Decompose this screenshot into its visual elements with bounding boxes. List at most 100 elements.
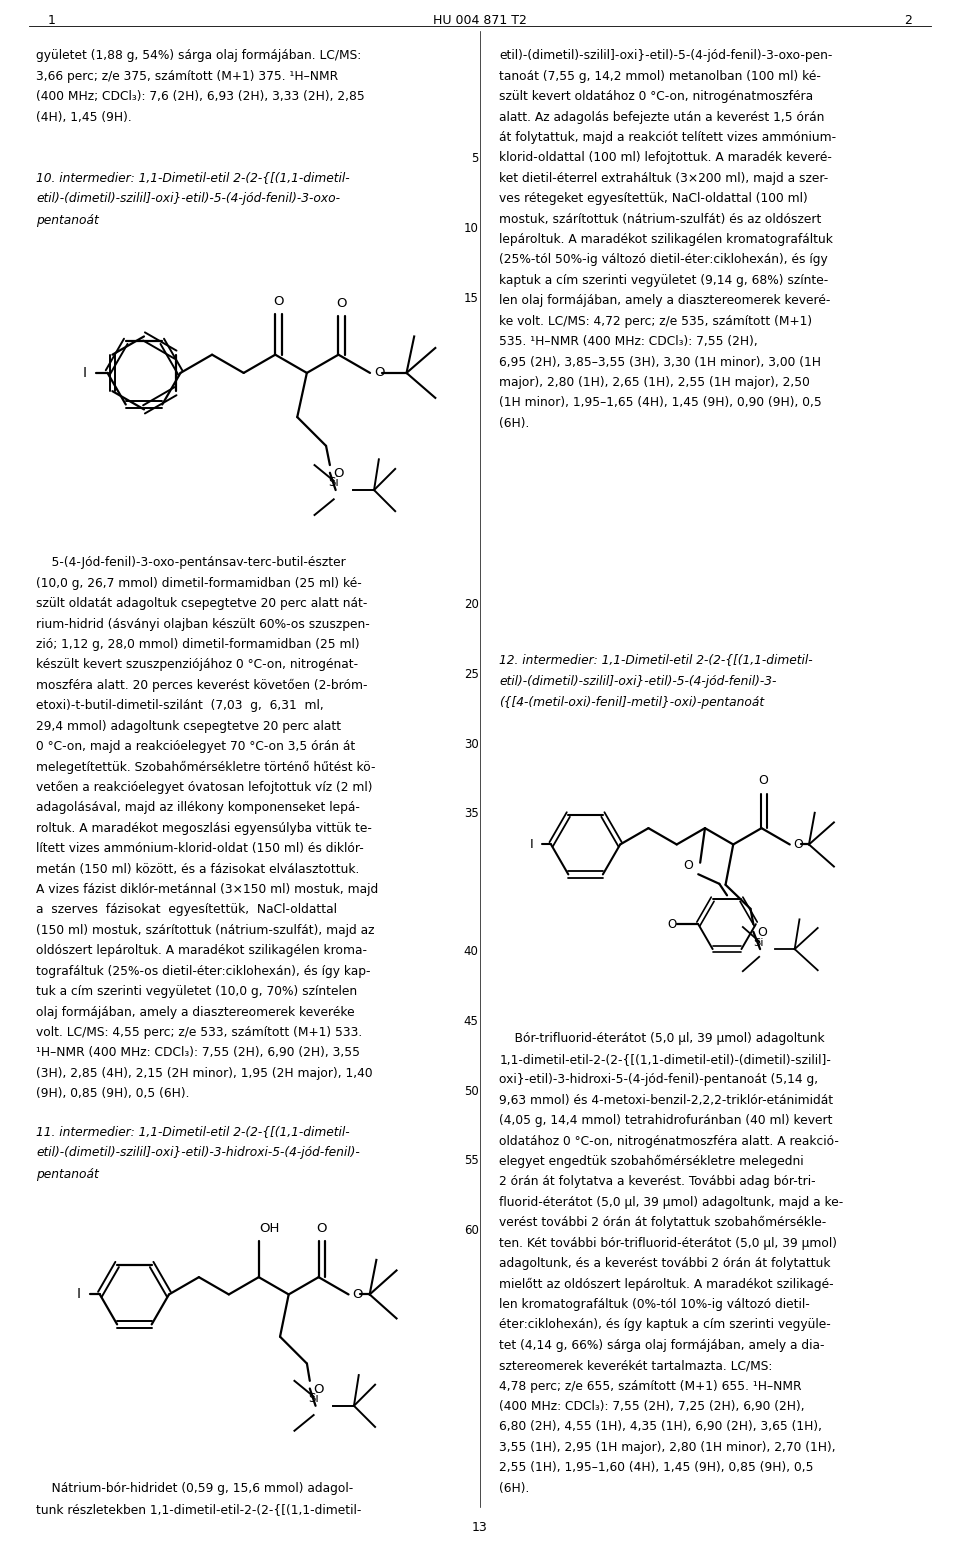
Text: 30: 30 — [464, 738, 478, 750]
Text: 10. intermedier: 1,1-Dimetil-etil 2-(2-{[(1,1-dimetil-: 10. intermedier: 1,1-Dimetil-etil 2-(2-{… — [36, 171, 350, 183]
Text: a  szerves  fázisokat  egyesítettük,  NaCl-oldattal: a szerves fázisokat egyesítettük, NaCl-o… — [36, 903, 338, 917]
Text: moszféra alatt. 20 perces keverést követően (2-bróm-: moszféra alatt. 20 perces keverést követ… — [36, 680, 368, 692]
Text: 10: 10 — [464, 222, 478, 234]
Text: O: O — [667, 917, 676, 931]
Text: (150 ml) mostuk, szárítottuk (nátrium-szulfát), majd az: (150 ml) mostuk, szárítottuk (nátrium-sz… — [36, 923, 375, 937]
Text: vetően a reakcióelegyet óvatosan lefojtottuk víz (2 ml): vetően a reakcióelegyet óvatosan lefojto… — [36, 781, 373, 794]
Text: adagoltunk, és a keverést további 2 órán át folytattuk: adagoltunk, és a keverést további 2 órán… — [499, 1257, 830, 1270]
Text: klorid-oldattal (100 ml) lefojtottuk. A maradék keveré-: klorid-oldattal (100 ml) lefojtottuk. A … — [499, 151, 832, 165]
Text: O: O — [757, 926, 767, 938]
Text: 25: 25 — [464, 667, 478, 681]
Text: 9,63 mmol) és 4-metoxi-benzil-2,2,2-triklór-etánimidát: 9,63 mmol) és 4-metoxi-benzil-2,2,2-trik… — [499, 1094, 833, 1106]
Text: ten. Két további bór-trifluorid-éterátot (5,0 μl, 39 μmol): ten. Két további bór-trifluorid-éterátot… — [499, 1236, 837, 1250]
Text: I: I — [530, 838, 534, 851]
Text: 5: 5 — [471, 153, 478, 165]
Text: O: O — [336, 297, 347, 310]
Text: len kromatografáltuk (0%-tól 10%-ig változó dietil-: len kromatografáltuk (0%-tól 10%-ig vált… — [499, 1298, 810, 1311]
Text: (400 MHz; CDCl₃): 7,6 (2H), 6,93 (2H), 3,33 (2H), 2,85: (400 MHz; CDCl₃): 7,6 (2H), 6,93 (2H), 3… — [36, 91, 365, 103]
Text: mielőtt az oldószert lepároltuk. A maradékot szilikagé-: mielőtt az oldószert lepároltuk. A marad… — [499, 1277, 834, 1291]
Text: 5-(4-Jód-fenil)-3-oxo-pentánsav-terc-butil-észter: 5-(4-Jód-fenil)-3-oxo-pentánsav-terc-but… — [36, 556, 347, 569]
Text: len olaj formájában, amely a diasztereomerek keveré-: len olaj formájában, amely a diasztereom… — [499, 294, 830, 307]
Text: Si: Si — [328, 476, 339, 488]
Text: ¹H–NMR (400 MHz: CDCl₃): 7,55 (2H), 6,90 (2H), 3,55: ¹H–NMR (400 MHz: CDCl₃): 7,55 (2H), 6,90… — [36, 1046, 361, 1059]
Text: ke volt. LC/MS: 4,72 perc; z/e 535, számított (M+1): ke volt. LC/MS: 4,72 perc; z/e 535, szám… — [499, 314, 812, 328]
Text: 12. intermedier: 1,1-Dimetil-etil 2-(2-{[(1,1-dimetil-: 12. intermedier: 1,1-Dimetil-etil 2-(2-{… — [499, 653, 813, 666]
Text: tanoát (7,55 g, 14,2 mmol) metanolban (100 ml) ké-: tanoát (7,55 g, 14,2 mmol) metanolban (1… — [499, 69, 821, 83]
Text: 3,55 (1H), 2,95 (1H major), 2,80 (1H minor), 2,70 (1H),: 3,55 (1H), 2,95 (1H major), 2,80 (1H min… — [499, 1441, 836, 1453]
Text: verést további 2 órán át folytattuk szobahőmérsékle-: verést további 2 órán át folytattuk szob… — [499, 1216, 827, 1230]
Text: I: I — [83, 365, 86, 381]
Text: ({[4-(metil-oxi)-fenil]-metil}-oxi)-pentanoát: ({[4-(metil-oxi)-fenil]-metil}-oxi)-pent… — [499, 697, 764, 709]
Text: I: I — [77, 1287, 81, 1302]
Text: melegetítettük. Szobahőmérsékletre történő hűtést kö-: melegetítettük. Szobahőmérsékletre törté… — [36, 761, 376, 774]
Text: O: O — [316, 1222, 326, 1234]
Text: 0 °C-on, majd a reakcióelegyet 70 °C-on 3,5 órán át: 0 °C-on, majd a reakcióelegyet 70 °C-on … — [36, 740, 356, 754]
Text: 35: 35 — [464, 807, 478, 820]
Text: készült kevert szuszpenziójához 0 °C-on, nitrogénat-: készült kevert szuszpenziójához 0 °C-on,… — [36, 658, 359, 672]
Text: Si: Si — [308, 1392, 319, 1404]
Text: ves rétegeket egyesítettük, NaCl-oldattal (100 ml): ves rétegeket egyesítettük, NaCl-oldatta… — [499, 193, 808, 205]
Text: (10,0 g, 26,7 mmol) dimetil-formamidban (25 ml) ké-: (10,0 g, 26,7 mmol) dimetil-formamidban … — [36, 576, 362, 590]
Text: 1: 1 — [48, 14, 56, 26]
Text: olaj formájában, amely a diasztereomerek keveréke: olaj formájában, amely a diasztereomerek… — [36, 1005, 355, 1019]
Text: szült oldatát adagoltuk csepegtetve 20 perc alatt nát-: szült oldatát adagoltuk csepegtetve 20 p… — [36, 596, 368, 610]
Text: O: O — [684, 860, 693, 872]
Text: 29,4 mmol) adagoltunk csepegtetve 20 perc alatt: 29,4 mmol) adagoltunk csepegtetve 20 per… — [36, 720, 342, 732]
Text: 6,80 (2H), 4,55 (1H), 4,35 (1H), 6,90 (2H), 3,65 (1H),: 6,80 (2H), 4,55 (1H), 4,35 (1H), 6,90 (2… — [499, 1421, 822, 1433]
Text: alatt. Az adagolás befejezte után a keverést 1,5 órán: alatt. Az adagolás befejezte után a keve… — [499, 111, 825, 123]
Text: etil)-(dimetil)-szilil]-oxi}-etil)-5-(4-jód-fenil)-3-oxo-pen-: etil)-(dimetil)-szilil]-oxi}-etil)-5-(4-… — [499, 49, 832, 62]
Text: O: O — [334, 467, 345, 479]
Text: O: O — [273, 296, 283, 308]
Text: oxi}-etil)-3-hidroxi-5-(4-jód-fenil)-pentanoát (5,14 g,: oxi}-etil)-3-hidroxi-5-(4-jód-fenil)-pen… — [499, 1074, 818, 1086]
Text: OH: OH — [260, 1222, 280, 1234]
Text: etoxi)-t-butil-dimetil-szilánt  (7,03  g,  6,31  ml,: etoxi)-t-butil-dimetil-szilánt (7,03 g, … — [36, 700, 324, 712]
Text: (4,05 g, 14,4 mmol) tetrahidrofuránban (40 ml) kevert: (4,05 g, 14,4 mmol) tetrahidrofuránban (… — [499, 1114, 832, 1126]
Text: (4H), 1,45 (9H).: (4H), 1,45 (9H). — [36, 111, 132, 123]
Text: át folytattuk, majd a reakciót telített vizes ammónium-: át folytattuk, majd a reakciót telített … — [499, 131, 836, 143]
Text: 2: 2 — [904, 14, 912, 26]
Text: tet (4,14 g, 66%) sárga olaj formájában, amely a dia-: tet (4,14 g, 66%) sárga olaj formájában,… — [499, 1339, 825, 1351]
Text: (3H), 2,85 (4H), 2,15 (2H minor), 1,95 (2H major), 1,40: (3H), 2,85 (4H), 2,15 (2H minor), 1,95 (… — [36, 1066, 373, 1080]
Text: (25%-tól 50%-ig változó dietil-éter:ciklohexán), és így: (25%-tól 50%-ig változó dietil-éter:cikl… — [499, 254, 828, 267]
Text: 60: 60 — [464, 1224, 478, 1237]
Text: 13: 13 — [472, 1521, 488, 1533]
Text: éter:ciklohexán), és így kaptuk a cím szerinti vegyüle-: éter:ciklohexán), és így kaptuk a cím sz… — [499, 1318, 831, 1331]
Text: lített vizes ammónium-klorid-oldat (150 ml) és diklór-: lített vizes ammónium-klorid-oldat (150 … — [36, 841, 364, 855]
Text: roltuk. A maradékot megoszlási egyensúlyba vittük te-: roltuk. A maradékot megoszlási egyensúly… — [36, 821, 372, 835]
Text: etil)-(dimetil)-szilil]-oxi}-etil)-5-(4-jód-fenil)-3-: etil)-(dimetil)-szilil]-oxi}-etil)-5-(4-… — [499, 675, 777, 687]
Text: adagolásával, majd az illékony komponenseket lepá-: adagolásával, majd az illékony komponens… — [36, 801, 360, 814]
Text: 15: 15 — [464, 291, 478, 305]
Text: 1,1-dimetil-etil-2-(2-{[(1,1-dimetil-etil)-(dimetil)-szilil]-: 1,1-dimetil-etil-2-(2-{[(1,1-dimetil-eti… — [499, 1053, 831, 1066]
Text: Nátrium-bór-hidridet (0,59 g, 15,6 mmol) adagol-: Nátrium-bór-hidridet (0,59 g, 15,6 mmol)… — [36, 1482, 353, 1495]
Text: A vizes fázist diklór-metánnal (3×150 ml) mostuk, majd: A vizes fázist diklór-metánnal (3×150 ml… — [36, 883, 379, 895]
Text: 40: 40 — [464, 945, 478, 959]
Text: 50: 50 — [464, 1085, 478, 1097]
Text: 45: 45 — [464, 1014, 478, 1028]
Text: (6H).: (6H). — [499, 1482, 530, 1495]
Text: Bór-trifluorid-éterátot (5,0 μl, 39 μmol) adagoltunk: Bór-trifluorid-éterátot (5,0 μl, 39 μmol… — [499, 1032, 825, 1045]
Text: fluorid-éterátot (5,0 μl, 39 μmol) adagoltunk, majd a ke-: fluorid-éterátot (5,0 μl, 39 μmol) adago… — [499, 1196, 844, 1208]
Text: Si: Si — [754, 938, 764, 948]
Text: tografáltuk (25%-os dietil-éter:ciklohexán), és így kap-: tografáltuk (25%-os dietil-éter:ciklohex… — [36, 965, 371, 977]
Text: rium-hidrid (ásványi olajban készült 60%-os szuszpen-: rium-hidrid (ásványi olajban készült 60%… — [36, 618, 371, 630]
Text: ket dietil-éterrel extraháltuk (3×200 ml), majd a szer-: ket dietil-éterrel extraháltuk (3×200 ml… — [499, 173, 828, 185]
Text: 2 órán át folytatva a keverést. További adag bór-tri-: 2 órán át folytatva a keverést. További … — [499, 1176, 816, 1188]
Text: tuk a cím szerinti vegyületet (10,0 g, 70%) színtelen: tuk a cím szerinti vegyületet (10,0 g, 7… — [36, 985, 358, 999]
Text: (400 MHz: CDCl₃): 7,55 (2H), 7,25 (2H), 6,90 (2H),: (400 MHz: CDCl₃): 7,55 (2H), 7,25 (2H), … — [499, 1399, 804, 1413]
Text: (6H).: (6H). — [499, 418, 530, 430]
Text: mostuk, szárítottuk (nátrium-szulfát) és az oldószert: mostuk, szárítottuk (nátrium-szulfát) és… — [499, 213, 822, 225]
Text: etil)-(dimetil)-szilil]-oxi}-etil)-3-hidroxi-5-(4-jód-fenil)-: etil)-(dimetil)-szilil]-oxi}-etil)-3-hid… — [36, 1147, 360, 1159]
Text: 55: 55 — [464, 1154, 478, 1168]
Text: (1H minor), 1,95–1,65 (4H), 1,45 (9H), 0,90 (9H), 0,5: (1H minor), 1,95–1,65 (4H), 1,45 (9H), 0… — [499, 396, 822, 410]
Text: zió; 1,12 g, 28,0 mmol) dimetil-formamidban (25 ml): zió; 1,12 g, 28,0 mmol) dimetil-formamid… — [36, 638, 360, 650]
Text: O: O — [352, 1288, 363, 1301]
Text: pentanoát: pentanoát — [36, 1168, 99, 1180]
Text: szült kevert oldatához 0 °C-on, nitrogénatmoszféra: szült kevert oldatához 0 °C-on, nitrogén… — [499, 91, 813, 103]
Text: (9H), 0,85 (9H), 0,5 (6H).: (9H), 0,85 (9H), 0,5 (6H). — [36, 1088, 190, 1100]
Text: tunk részletekben 1,1-dimetil-etil-2-(2-{[(1,1-dimetil-: tunk részletekben 1,1-dimetil-etil-2-(2-… — [36, 1502, 362, 1516]
Text: 6,95 (2H), 3,85–3,55 (3H), 3,30 (1H minor), 3,00 (1H: 6,95 (2H), 3,85–3,55 (3H), 3,30 (1H mino… — [499, 356, 821, 368]
Text: 4,78 perc; z/e 655, számított (M+1) 655. ¹H–NMR: 4,78 perc; z/e 655, számított (M+1) 655.… — [499, 1379, 802, 1393]
Text: O: O — [373, 367, 384, 379]
Text: oldószert lepároltuk. A maradékot szilikagélen kroma-: oldószert lepároltuk. A maradékot szilik… — [36, 945, 368, 957]
Text: sztereomerek keverékét tartalmazta. LC/MS:: sztereomerek keverékét tartalmazta. LC/M… — [499, 1359, 773, 1371]
